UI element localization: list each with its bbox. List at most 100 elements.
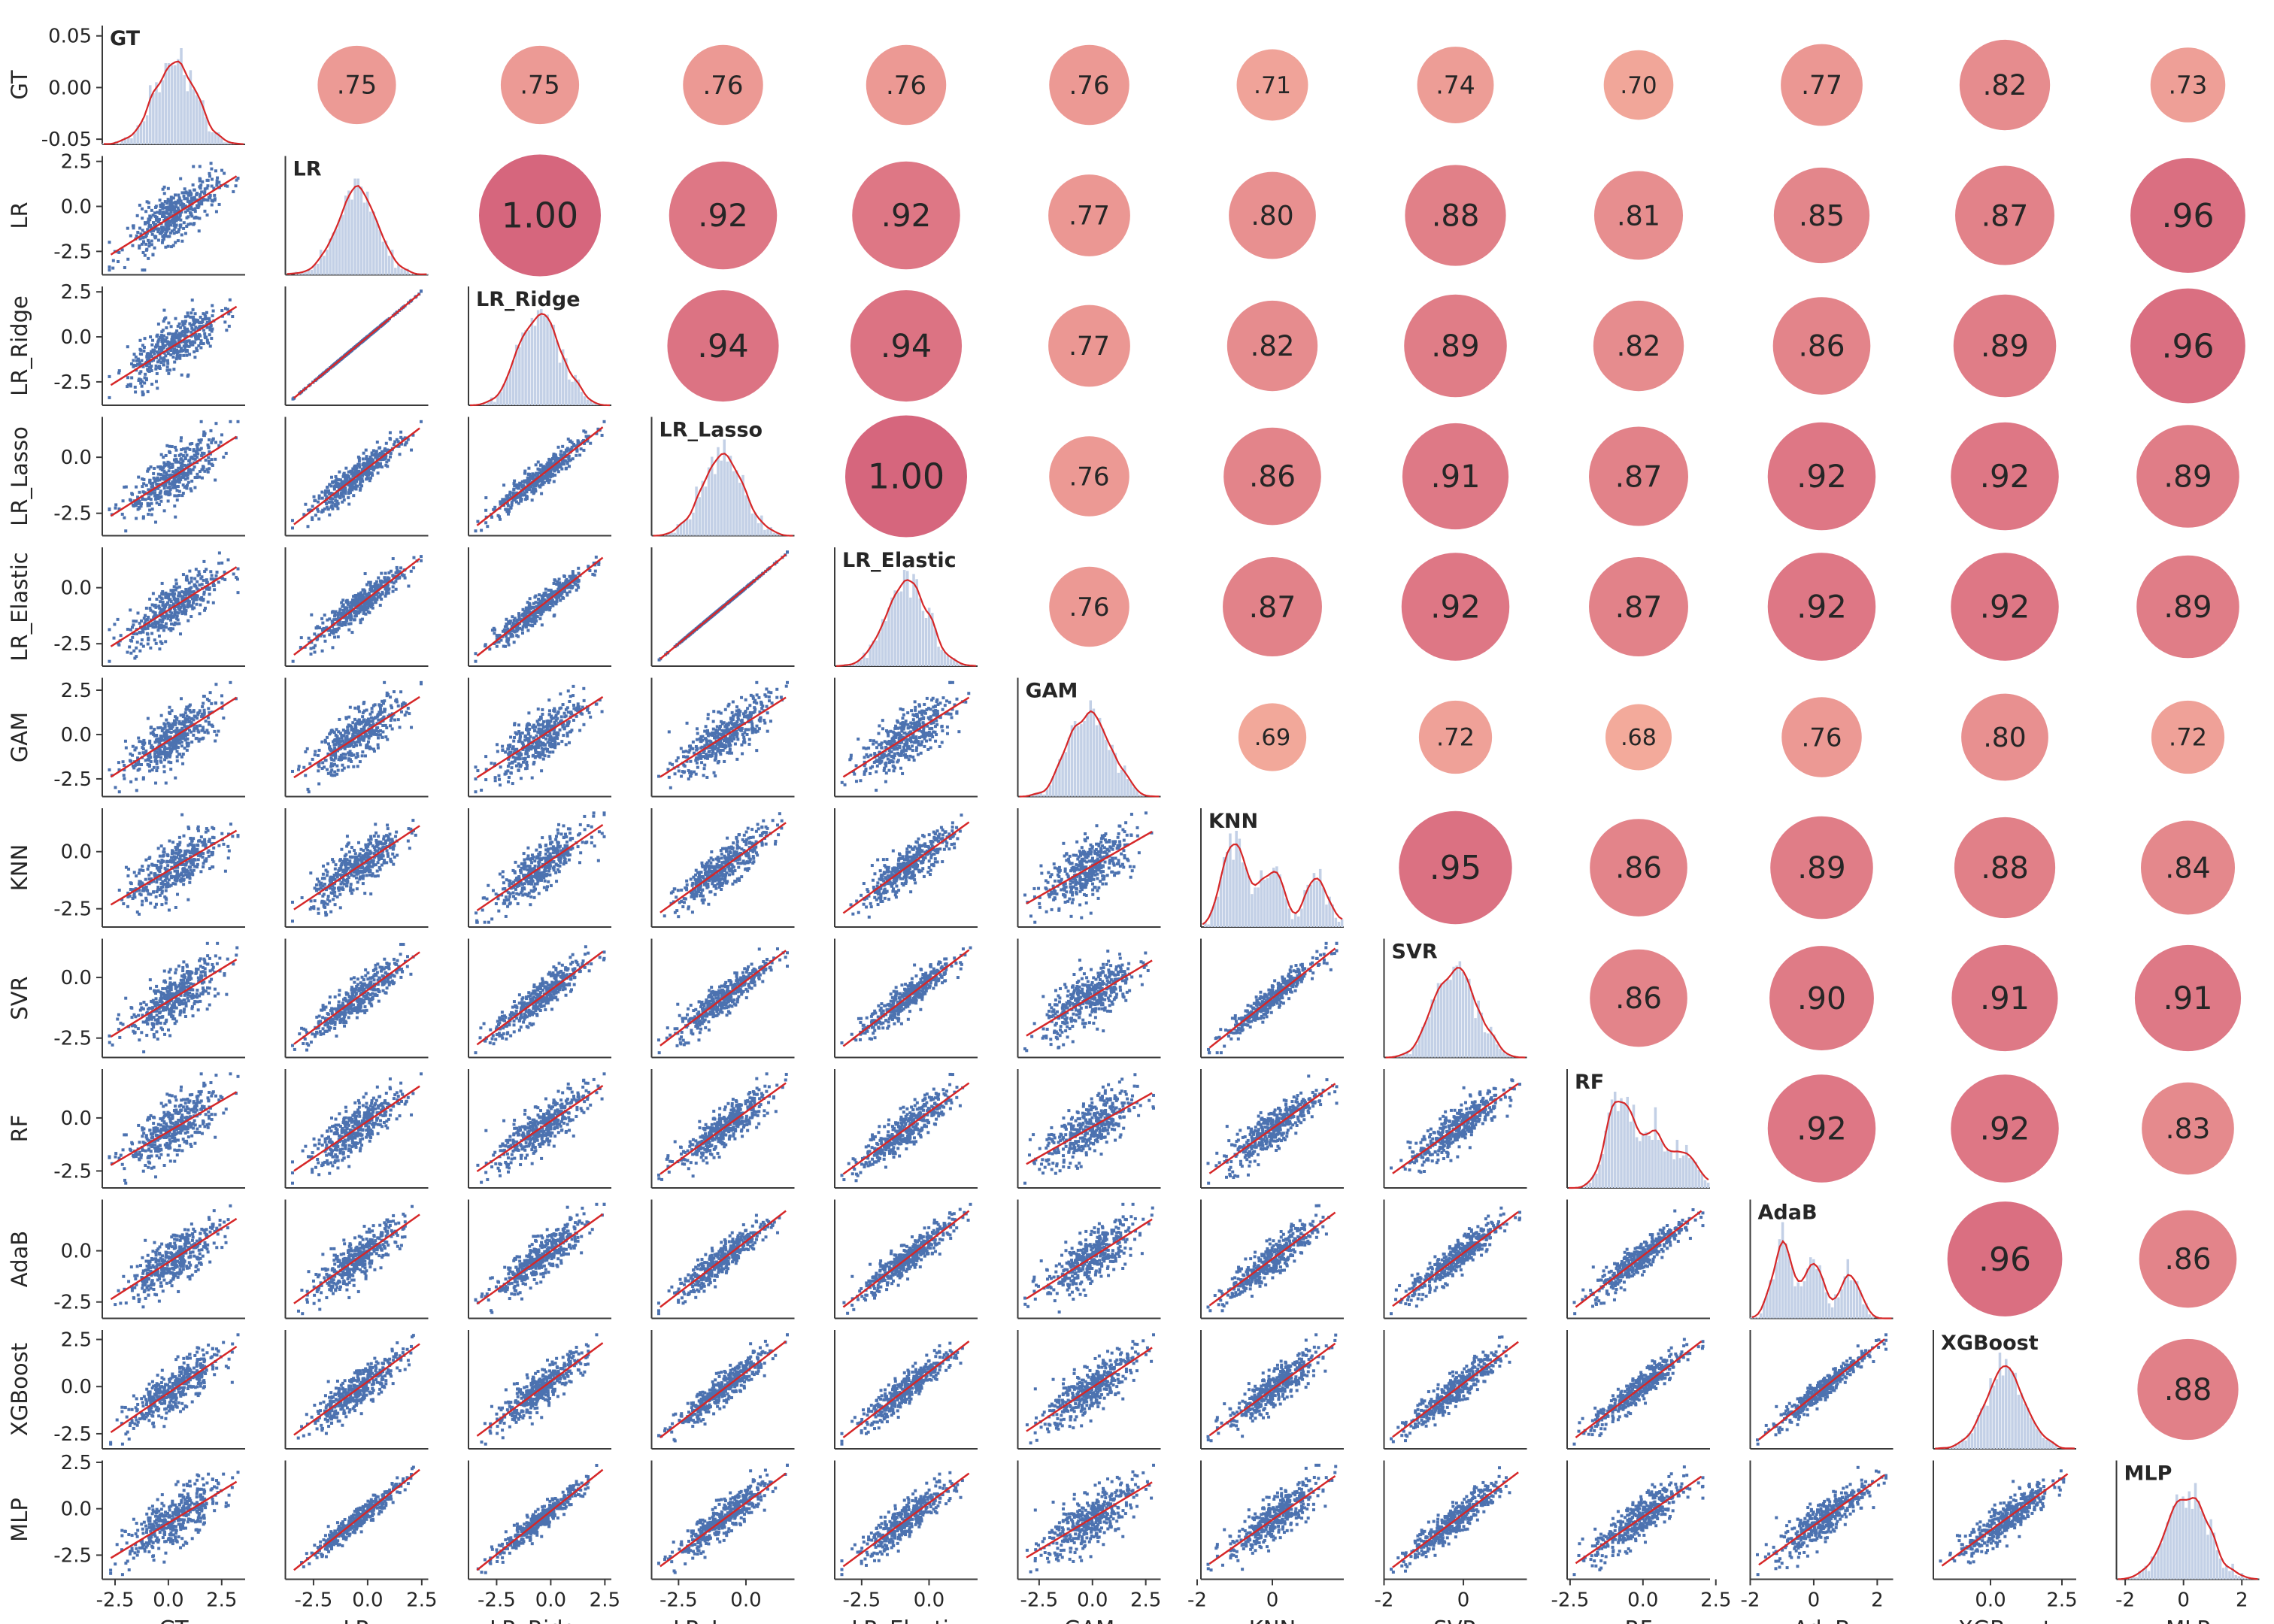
scatter-point: [547, 461, 551, 465]
hist-bar: [949, 659, 953, 666]
hist-bar: [878, 632, 881, 666]
scatter-point: [190, 198, 194, 202]
hist-bar: [192, 89, 196, 144]
corr-cell-gam-mlp: .72: [2151, 700, 2225, 774]
scatter-point: [202, 701, 205, 705]
scatter-point: [167, 627, 171, 631]
scatter-point: [141, 485, 144, 489]
scatter-point: [325, 490, 329, 494]
scatter-point: [141, 235, 144, 239]
scatter-point: [220, 433, 223, 437]
scatter-point: [217, 180, 221, 184]
scatter-point: [362, 451, 365, 455]
scatter-point: [179, 218, 183, 222]
corr-value-label: .92: [1796, 1110, 1847, 1147]
scatter-point: [203, 335, 207, 338]
scatter-point: [572, 575, 576, 579]
hist-bar: [714, 474, 717, 536]
corr-circle: [1593, 171, 1684, 260]
scatter-point: [208, 317, 211, 320]
corr-circle: [1049, 44, 1129, 126]
scatter-point: [511, 615, 514, 619]
scatter-point: [174, 350, 177, 354]
scatter-point: [186, 314, 190, 318]
hist-bar: [369, 211, 372, 275]
hist-bar: [673, 532, 676, 536]
scatter-point: [146, 717, 150, 720]
scatter-point: [108, 395, 111, 399]
scatter-point: [350, 482, 353, 486]
scatter-point: [351, 480, 355, 483]
scatter-point: [205, 580, 208, 584]
scatter-point: [374, 456, 377, 459]
scatter-point: [158, 347, 162, 350]
scatter-point: [171, 589, 175, 592]
scatter-point: [172, 228, 176, 232]
hist-bar: [586, 399, 590, 405]
scatter-point: [541, 477, 544, 481]
scatter-point: [145, 232, 149, 235]
scatter-point: [370, 602, 374, 606]
scatter-point: [513, 498, 517, 502]
scatter-point: [353, 618, 356, 622]
scatter-point: [358, 465, 362, 469]
scatter-point: [117, 250, 121, 254]
scatter-point: [174, 582, 178, 586]
scatter-point: [181, 454, 185, 458]
corr-value-label: .96: [2162, 327, 2215, 365]
scatter-point: [373, 584, 377, 588]
scatter-point: [162, 363, 165, 367]
scatter-point: [172, 623, 176, 626]
scatter-point: [174, 448, 178, 452]
scatter-point: [317, 500, 320, 504]
scatter-point: [207, 445, 211, 449]
scatter-point: [202, 467, 205, 471]
scatter-point: [549, 474, 553, 478]
scatter-point: [129, 234, 132, 238]
scatter-point: [204, 720, 208, 723]
corr-cell-gam-knn: .69: [1238, 703, 1307, 771]
scatter-point: [178, 213, 182, 217]
scatter-point: [561, 595, 565, 599]
scatter-point: [193, 333, 196, 337]
scatter-point: [174, 588, 177, 592]
scatter-point: [198, 179, 202, 183]
scatter-point: [227, 324, 231, 328]
scatter-point: [351, 599, 355, 603]
corr-cell-knn-svr: .95: [1399, 810, 1512, 925]
scatter-point: [174, 459, 178, 463]
scatter-point: [154, 625, 158, 629]
scatter-point: [186, 193, 190, 197]
scatter-point: [164, 483, 168, 487]
scatter-point: [190, 576, 193, 580]
scatter-point: [186, 311, 190, 315]
corr-value-label: .75: [337, 71, 377, 100]
scatter-point: [167, 461, 171, 465]
scatter-point: [534, 463, 538, 467]
scatter-point: [205, 213, 209, 217]
hist-bar: [186, 91, 190, 144]
hist-bar: [514, 344, 518, 405]
scatter-point: [185, 453, 189, 457]
scatter-point: [181, 459, 185, 463]
corr-cell-rf-mlp: .83: [2142, 1082, 2234, 1175]
scatter-point: [516, 618, 520, 622]
scatter-point: [215, 182, 219, 186]
scatter-point: [540, 594, 544, 598]
scatter-point: [357, 471, 361, 475]
corr-circle: [1959, 39, 2051, 131]
hist-bar: [744, 495, 747, 536]
scatter-point: [117, 369, 121, 373]
scatter-point: [123, 265, 126, 269]
scatter-point: [153, 638, 156, 642]
scatter-point: [177, 228, 181, 232]
hist-bar: [365, 191, 369, 275]
scatter-point: [147, 205, 151, 209]
scatter-point: [159, 453, 163, 456]
scatter-point: [347, 470, 350, 474]
hist-bar: [133, 133, 136, 144]
hist-bar: [406, 268, 410, 275]
scatter-point: [364, 448, 368, 452]
scatter-point: [198, 217, 202, 220]
scatter-point: [409, 569, 413, 573]
